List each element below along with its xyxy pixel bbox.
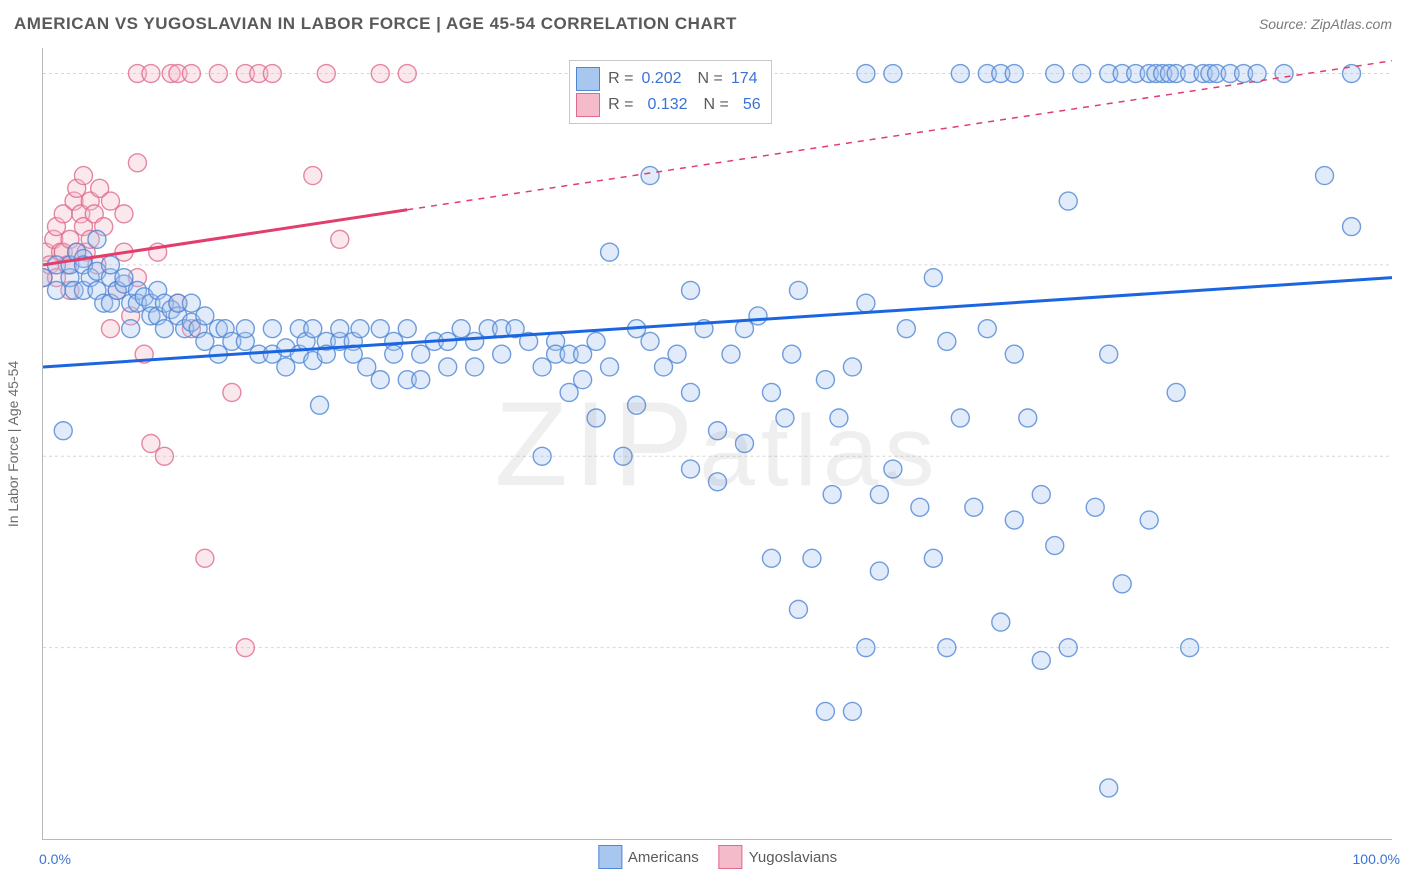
swatch-yugoslavians xyxy=(576,93,600,117)
chart-title: AMERICAN VS YUGOSLAVIAN IN LABOR FORCE |… xyxy=(14,14,737,34)
stats-legend: R = 0.202 N = 174 R = 0.132 N = 56 xyxy=(569,60,772,124)
legend-item-americans: Americans xyxy=(598,845,699,869)
legend-item-yugoslavians: Yugoslavians xyxy=(719,845,837,869)
x-tick-label: 0.0% xyxy=(39,851,71,867)
y-axis-label: In Labor Force | Age 45-54 xyxy=(5,360,21,526)
title-bar: AMERICAN VS YUGOSLAVIAN IN LABOR FORCE |… xyxy=(0,0,1406,48)
series-legend: Americans Yugoslavians xyxy=(598,845,837,869)
x-tick-label: 100.0% xyxy=(1353,851,1400,867)
r-value-americans: 0.202 xyxy=(641,70,681,88)
swatch-americans xyxy=(576,67,600,91)
legend-label-yugoslavians: Yugoslavians xyxy=(749,849,837,866)
n-value-americans: 174 xyxy=(731,70,758,88)
stats-row-yugoslavians: R = 0.132 N = 56 xyxy=(576,93,761,117)
stats-row-americans: R = 0.202 N = 174 xyxy=(576,67,761,91)
swatch-yugoslavians xyxy=(719,845,743,869)
swatch-americans xyxy=(598,845,622,869)
legend-label-americans: Americans xyxy=(628,849,699,866)
scatter-plot xyxy=(43,48,1392,839)
r-value-yugoslavians: 0.132 xyxy=(647,96,687,114)
plot-area: ZIPatlas In Labor Force | Age 45-54 R = … xyxy=(42,48,1392,840)
n-value-yugoslavians: 56 xyxy=(743,96,761,114)
source-attribution: Source: ZipAtlas.com xyxy=(1259,16,1392,32)
